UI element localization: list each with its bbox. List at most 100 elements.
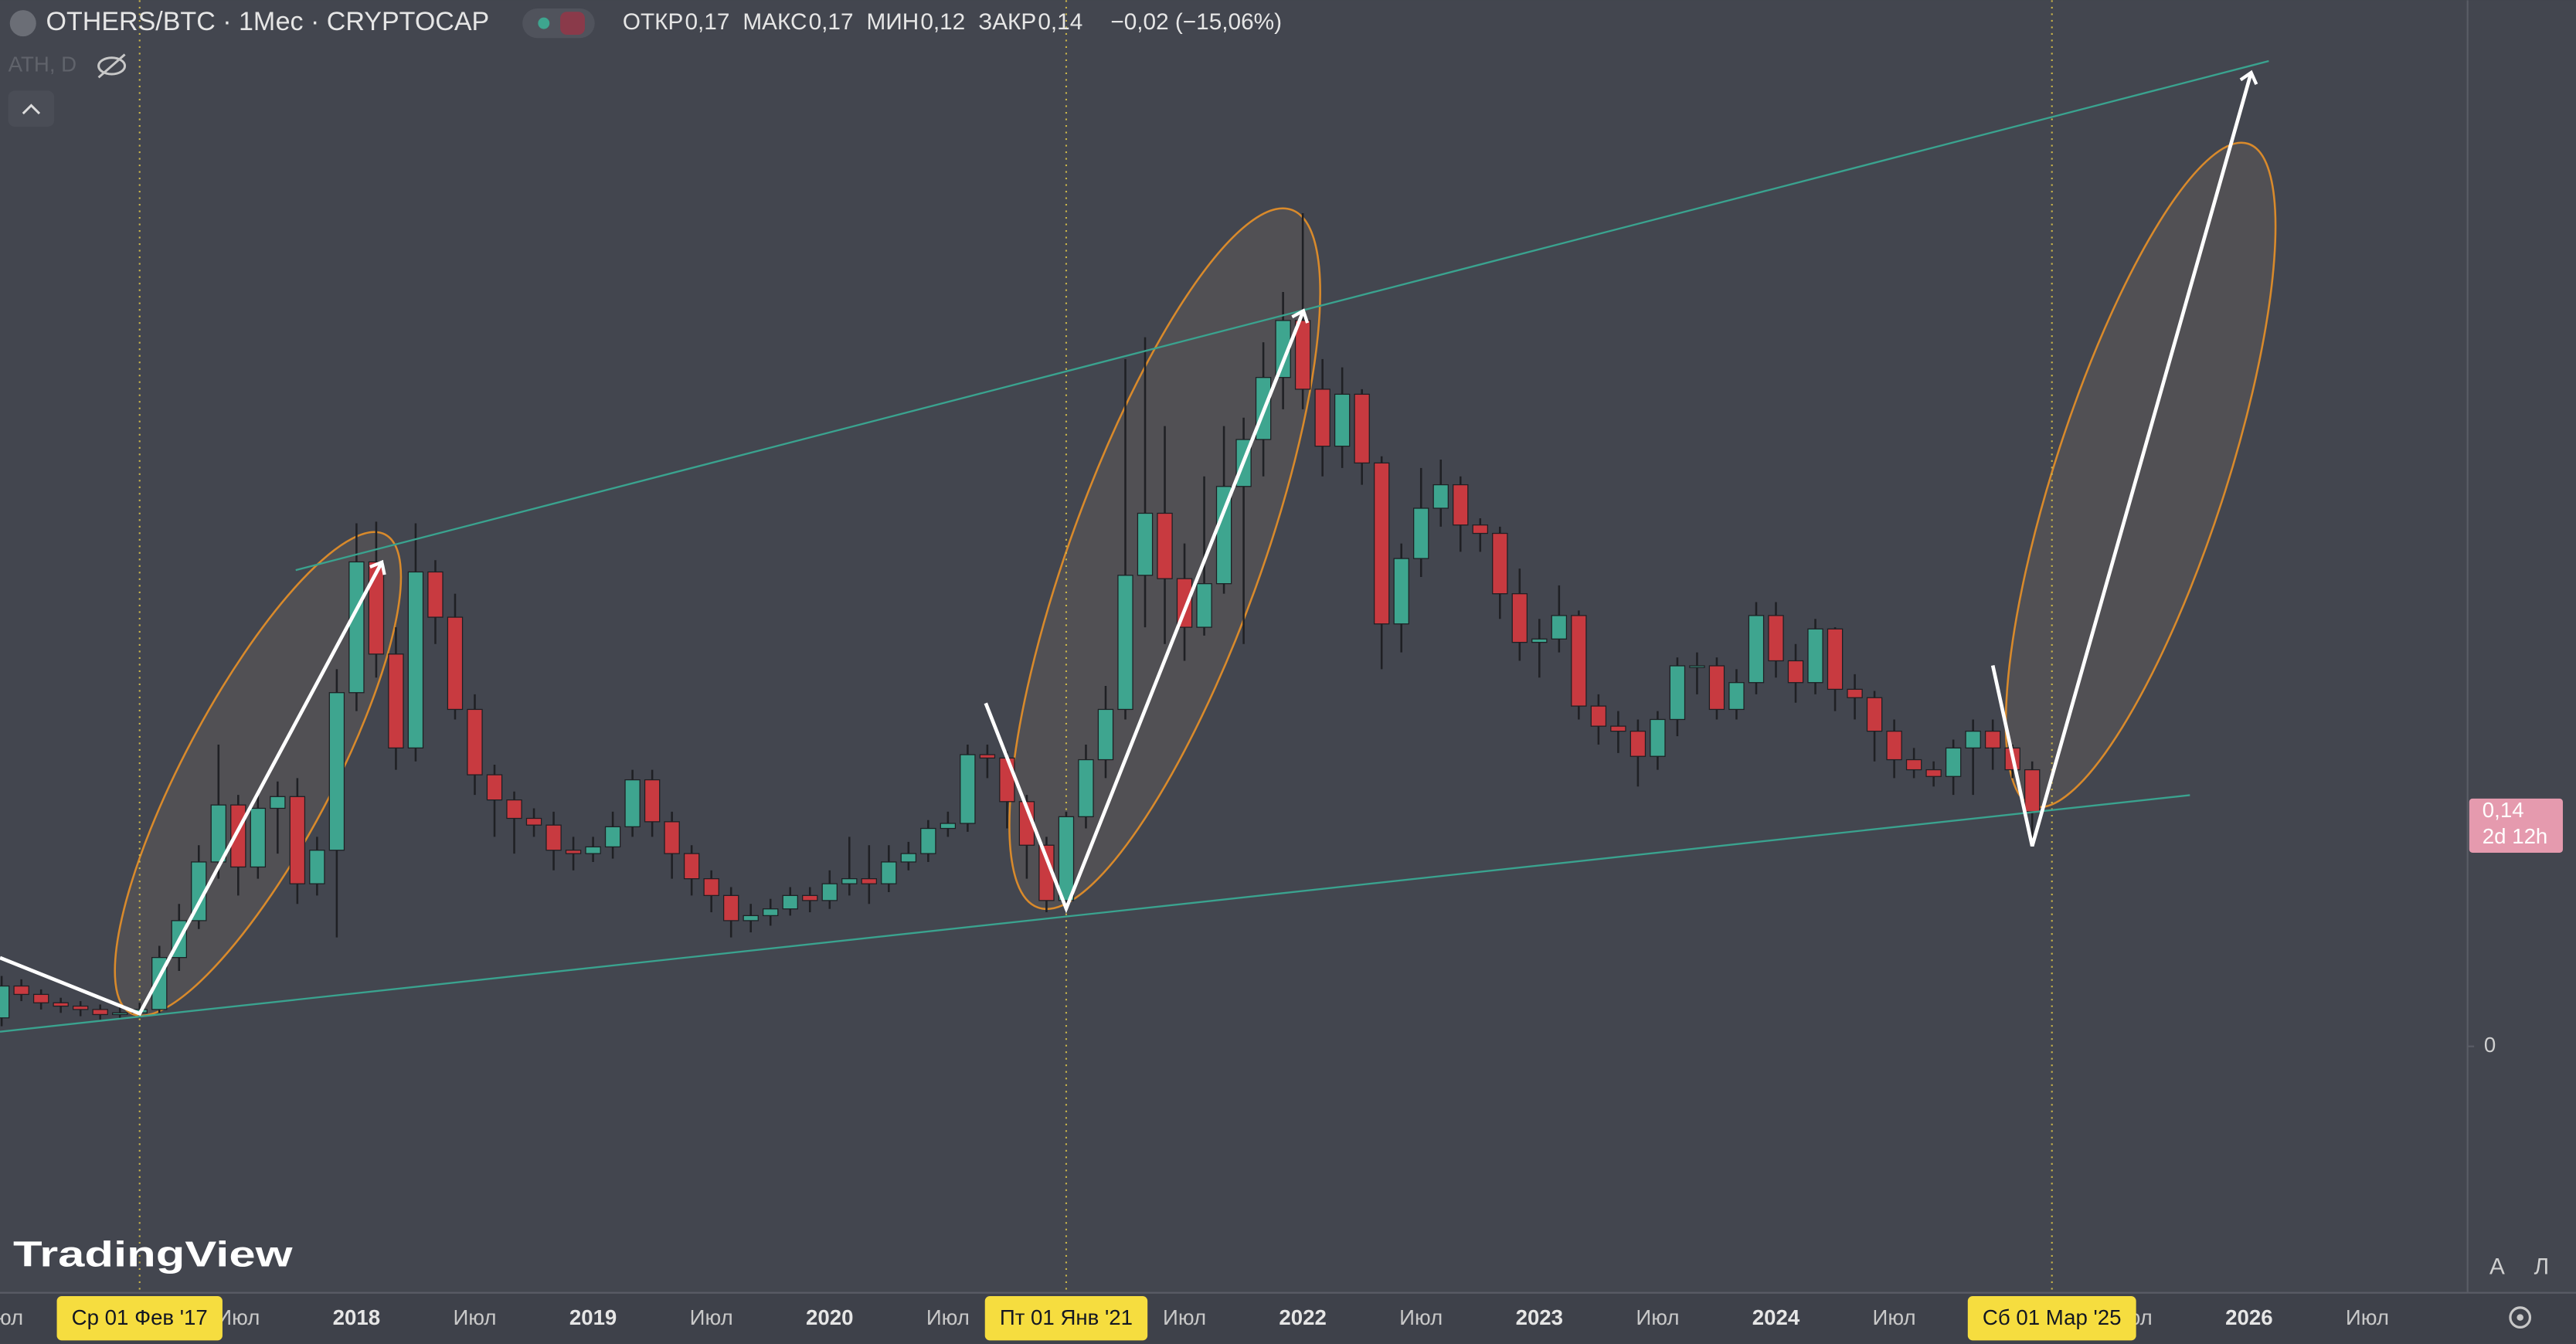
legend-field-value: 0,12 xyxy=(920,9,965,35)
candle-body xyxy=(1768,615,1784,662)
brand-logo: TradingView xyxy=(13,1234,293,1274)
candle-body xyxy=(1827,628,1844,691)
trend-line xyxy=(0,794,2190,1033)
x-tick-label: Июл xyxy=(2346,1305,2389,1329)
x-tick-label: 2018 xyxy=(333,1305,380,1329)
candle-body xyxy=(1511,593,1528,643)
candle-body xyxy=(763,908,779,917)
candle-body xyxy=(1590,705,1607,727)
trend-line xyxy=(295,59,2269,572)
candle-body xyxy=(1058,816,1075,901)
candle-body xyxy=(1432,484,1449,509)
candle-body xyxy=(1886,731,1902,761)
eye-shape xyxy=(97,56,127,76)
candle-body xyxy=(1708,665,1725,711)
x-tick-label: Июл xyxy=(1873,1305,1916,1329)
candle-body xyxy=(427,571,443,618)
candle-body xyxy=(979,754,996,759)
candle-body xyxy=(328,692,345,851)
candle-body xyxy=(1314,389,1330,447)
x-tick-label: 2019 xyxy=(569,1305,617,1329)
date-marker-label: Ср 01 Фев '17 xyxy=(72,1305,208,1329)
candle-body xyxy=(270,796,286,809)
x-tick-label: Июл xyxy=(1399,1305,1443,1329)
candle-body xyxy=(13,985,29,996)
candle-body xyxy=(1807,628,1823,684)
x-tick-label: Июл xyxy=(690,1305,733,1329)
date-marker-labels: Ср 01 Фев '17 Пт 01 Янв '21 Сб 01 Мар '25 xyxy=(56,1295,2136,1341)
price-axis xyxy=(2467,0,2576,1293)
log-scale-button[interactable]: Л xyxy=(2534,1254,2550,1280)
candle-body xyxy=(920,827,936,854)
candle-body xyxy=(1078,759,1094,817)
candle-body xyxy=(1334,393,1351,447)
candle-body xyxy=(1847,688,1863,698)
eye-icon[interactable] xyxy=(97,53,127,79)
legend-field-name: ЗАКР xyxy=(978,9,1036,35)
candles xyxy=(0,212,2041,1027)
ellipse xyxy=(114,531,403,1017)
candle-body xyxy=(1117,575,1133,711)
candle-body xyxy=(1137,512,1154,576)
candle-body xyxy=(1393,558,1409,625)
candle-body xyxy=(309,850,325,884)
settings-button[interactable] xyxy=(2509,1306,2532,1329)
indicator-label: ATH, D xyxy=(8,53,77,76)
candle-body xyxy=(53,1002,69,1007)
candle-body xyxy=(447,616,464,711)
candle-body xyxy=(525,817,542,826)
legend-field-value: 0,17 xyxy=(809,9,854,35)
last-price-box xyxy=(2469,798,2563,853)
x-tick-label: Июл xyxy=(1163,1305,1206,1329)
date-marker-label: Сб 01 Мар '25 xyxy=(1983,1305,2122,1329)
candle-body xyxy=(0,985,10,1019)
candle-body xyxy=(289,796,306,884)
x-tick-label: 2022 xyxy=(1279,1305,1326,1329)
x-axis: Июл Июл 2018 Июл 2019 Июл 2020 Июл Июл 2022 Июл 202… xyxy=(0,1305,2389,1329)
candle-body xyxy=(900,853,917,863)
candle-body xyxy=(1728,682,1745,711)
candle-body xyxy=(722,894,739,921)
candle-body xyxy=(1275,320,1291,378)
candle-body xyxy=(467,708,483,776)
candle-body xyxy=(861,878,878,884)
legend-field-value: 0,14 xyxy=(1038,9,1082,35)
collapse-icon xyxy=(22,104,41,115)
candle-body xyxy=(960,754,976,824)
candle-body xyxy=(348,561,365,694)
candle-body xyxy=(1945,747,1962,777)
last-price-label: 0,14 xyxy=(2483,798,2524,822)
x-tick-label: Июл xyxy=(453,1305,496,1329)
x-tick-label: 2020 xyxy=(806,1305,853,1329)
candle-body xyxy=(1787,660,1804,684)
candle-body xyxy=(1905,759,1922,771)
symbol-icon xyxy=(9,10,36,37)
x-tick-label: 2026 xyxy=(2225,1305,2272,1329)
candle-body xyxy=(624,779,641,827)
candle-body xyxy=(999,757,1015,803)
candle-body xyxy=(1630,731,1647,757)
settings-icon xyxy=(2517,1314,2523,1321)
status-dot xyxy=(538,17,550,29)
arrow xyxy=(984,308,1310,914)
candle-body xyxy=(604,826,621,848)
candle-body xyxy=(703,878,719,896)
candle-body xyxy=(407,571,424,748)
date-marker-label: Пт 01 Янв '21 xyxy=(1000,1305,1133,1329)
candle-body xyxy=(821,883,838,901)
candle-body xyxy=(1531,638,1548,643)
candle-body xyxy=(32,993,49,1003)
drawings xyxy=(0,59,2269,1033)
collapse-button[interactable] xyxy=(8,90,55,127)
candle-body xyxy=(1492,532,1508,595)
candle-body xyxy=(1866,697,1883,732)
candle-body xyxy=(1453,484,1469,526)
candle-body xyxy=(782,894,798,910)
candle-body xyxy=(250,807,267,868)
x-tick-label: Июл xyxy=(216,1305,260,1329)
date-marker-box xyxy=(56,1295,223,1341)
date-marker-box xyxy=(1967,1295,2136,1341)
auto-scale-button[interactable]: A xyxy=(2489,1254,2505,1280)
